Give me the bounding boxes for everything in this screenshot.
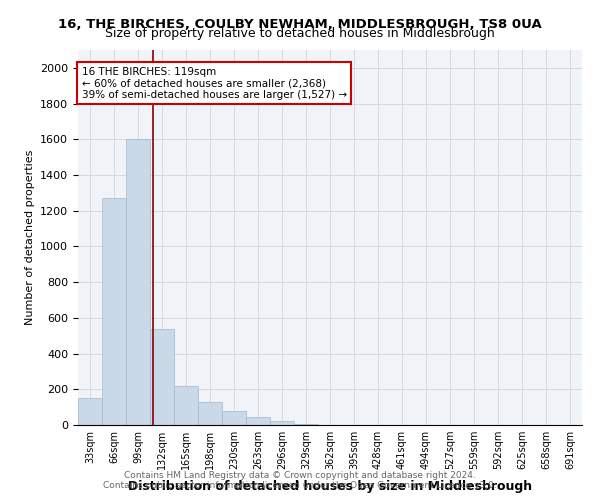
X-axis label: Distribution of detached houses by size in Middlesbrough: Distribution of detached houses by size … <box>128 480 532 494</box>
Bar <box>246 417 270 425</box>
Bar <box>150 328 174 425</box>
Text: 16, THE BIRCHES, COULBY NEWHAM, MIDDLESBROUGH, TS8 0UA: 16, THE BIRCHES, COULBY NEWHAM, MIDDLESB… <box>58 18 542 30</box>
Bar <box>222 410 246 425</box>
Bar <box>198 402 222 425</box>
Text: 16 THE BIRCHES: 119sqm
← 60% of detached houses are smaller (2,368)
39% of semi-: 16 THE BIRCHES: 119sqm ← 60% of detached… <box>82 66 347 100</box>
Bar <box>294 424 318 425</box>
Bar <box>126 140 150 425</box>
Text: Size of property relative to detached houses in Middlesbrough: Size of property relative to detached ho… <box>105 28 495 40</box>
Bar <box>102 198 126 425</box>
Y-axis label: Number of detached properties: Number of detached properties <box>25 150 35 325</box>
Bar <box>174 386 198 425</box>
Bar <box>78 398 102 425</box>
Bar <box>270 422 294 425</box>
Text: Contains HM Land Registry data © Crown copyright and database right 2024.
Contai: Contains HM Land Registry data © Crown c… <box>103 470 497 490</box>
